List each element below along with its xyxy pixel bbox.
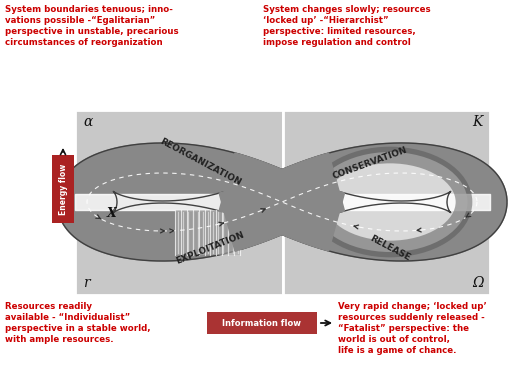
Ellipse shape xyxy=(312,152,467,252)
Text: Very rapid change; ‘locked up’
resources suddenly released -
“Fatalist” perspect: Very rapid change; ‘locked up’ resources… xyxy=(338,302,487,355)
Text: Information flow: Information flow xyxy=(223,319,302,328)
Bar xyxy=(207,312,317,334)
Text: Energy flow: Energy flow xyxy=(58,163,68,215)
Text: RELEASE: RELEASE xyxy=(368,234,412,263)
Bar xyxy=(283,110,490,202)
Ellipse shape xyxy=(118,166,218,238)
Bar xyxy=(52,155,74,223)
Bar xyxy=(283,202,490,295)
Text: REORGANIZATION: REORGANIZATION xyxy=(158,137,242,187)
Text: EXPLOITATION: EXPLOITATION xyxy=(174,230,246,266)
Bar xyxy=(175,210,240,255)
Text: r: r xyxy=(83,276,90,290)
Bar xyxy=(75,202,283,295)
Polygon shape xyxy=(219,153,345,251)
Text: System boundaries tenuous; inno-
vations possible -“Egalitarian”
perspective in : System boundaries tenuous; inno- vations… xyxy=(5,5,179,47)
Text: α: α xyxy=(83,115,92,129)
Text: K: K xyxy=(472,115,482,129)
Text: Resources readily
available - “Individualist”
perspective in a stable world,
wit: Resources readily available - “Individua… xyxy=(5,302,151,344)
Text: X: X xyxy=(107,206,117,220)
Text: System changes slowly; resources
‘locked up’ -“Hierarchist”
perspective: limited: System changes slowly; resources ‘locked… xyxy=(263,5,430,47)
Bar xyxy=(75,110,283,202)
Text: Ω: Ω xyxy=(472,276,483,290)
Polygon shape xyxy=(57,143,507,261)
Polygon shape xyxy=(219,153,345,251)
Text: CONSERVATION: CONSERVATION xyxy=(331,145,409,181)
